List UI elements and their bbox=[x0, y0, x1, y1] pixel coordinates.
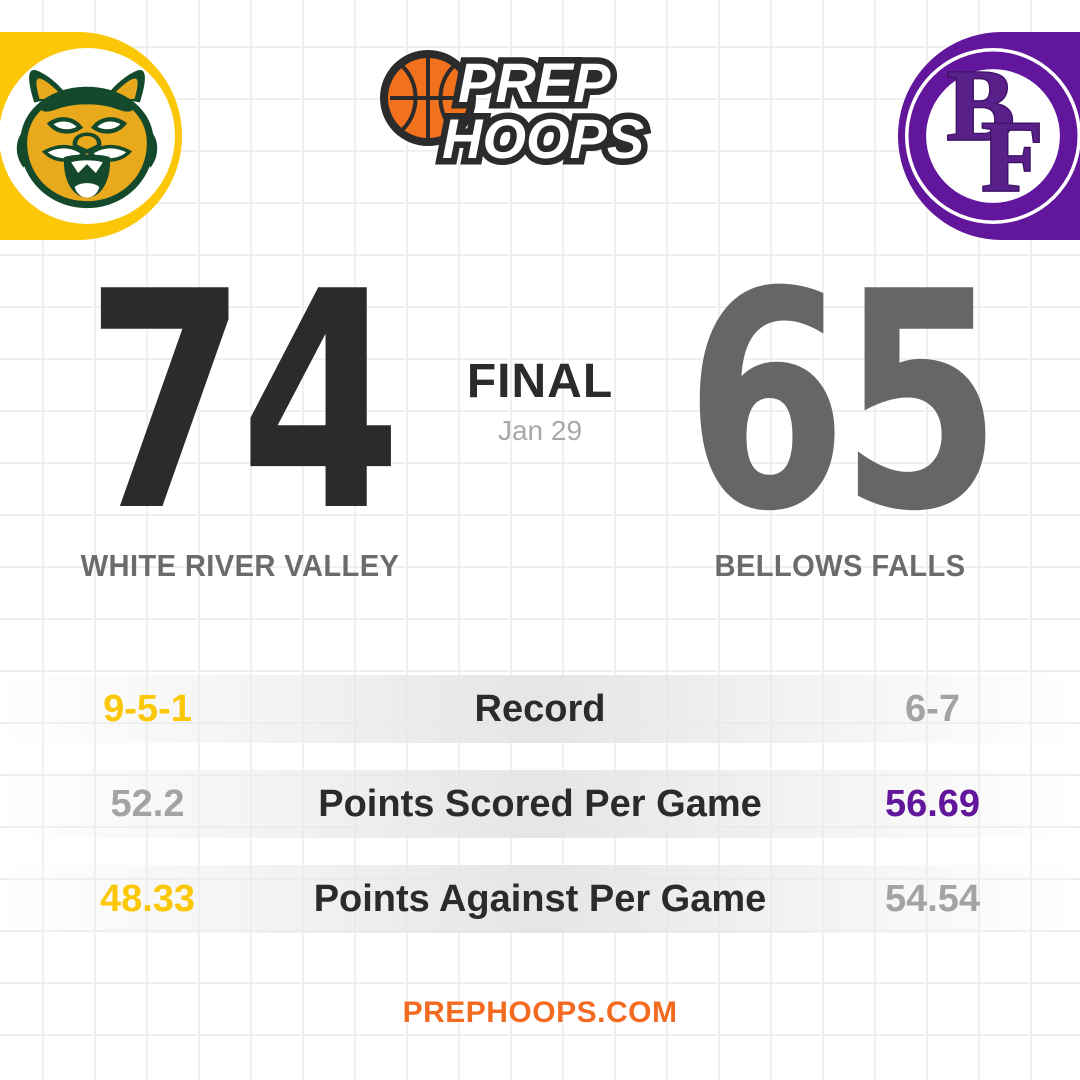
wildcat-head-icon bbox=[16, 70, 158, 209]
away-score-column: 65 BELLOWS FALLS bbox=[660, 228, 1020, 584]
game-status-label: FINAL bbox=[466, 355, 614, 408]
prephoops-word-hoops: HOOPS bbox=[442, 107, 644, 170]
home-team-name: WHITE RIVER VALLEY bbox=[80, 548, 400, 583]
game-status-block: FINAL Jan 29 bbox=[390, 354, 690, 447]
basketball-icon bbox=[380, 50, 476, 146]
stat-home-value: 48.33 bbox=[99, 877, 196, 920]
stat-row: 9-5-1 Record 6-7 bbox=[0, 675, 1080, 743]
away-team-name: BELLOWS FALLS bbox=[714, 548, 966, 583]
stat-label: Points Against Per Game bbox=[313, 877, 767, 920]
prep-hoops-logo: PREP HOOPS bbox=[380, 40, 700, 180]
prephoops-word-prep: PREP bbox=[458, 51, 611, 114]
stat-home-value: 52.2 bbox=[110, 782, 185, 825]
away-score: 65 bbox=[685, 228, 1001, 577]
stat-away-value: 6-7 bbox=[905, 687, 960, 730]
home-team-logo-disc bbox=[0, 48, 175, 224]
bf-monogram-icon: B F bbox=[908, 48, 1078, 221]
stat-row: 52.2 Points Scored Per Game 56.69 bbox=[0, 770, 1080, 838]
game-date: Jan 29 bbox=[497, 415, 583, 446]
home-score: 74 bbox=[85, 228, 401, 577]
scoreboard: 74 WHITE RIVER VALLEY FINAL Jan 29 65 BE… bbox=[0, 228, 1080, 612]
svg-text:F: F bbox=[981, 101, 1043, 214]
stat-away-value: 54.54 bbox=[884, 877, 981, 920]
stat-home-value: 9-5-1 bbox=[103, 687, 192, 730]
stat-label: Points Scored Per Game bbox=[318, 782, 762, 825]
footer-website-url: PREPHOOPS.COM bbox=[402, 996, 678, 1029]
away-team-logo-disc: B F bbox=[905, 48, 1080, 224]
home-team-logo-container bbox=[0, 32, 182, 240]
stat-label: Record bbox=[474, 687, 606, 730]
home-score-column: 74 WHITE RIVER VALLEY bbox=[60, 228, 420, 584]
stats-comparison-table: 9-5-1 Record 6-7 52.2 Points Scored Per … bbox=[0, 675, 1080, 960]
svg-text:B: B bbox=[947, 50, 1015, 163]
away-team-logo-container: B F bbox=[898, 32, 1080, 240]
stat-away-value: 56.69 bbox=[884, 782, 981, 825]
stat-row: 48.33 Points Against Per Game 54.54 bbox=[0, 865, 1080, 933]
